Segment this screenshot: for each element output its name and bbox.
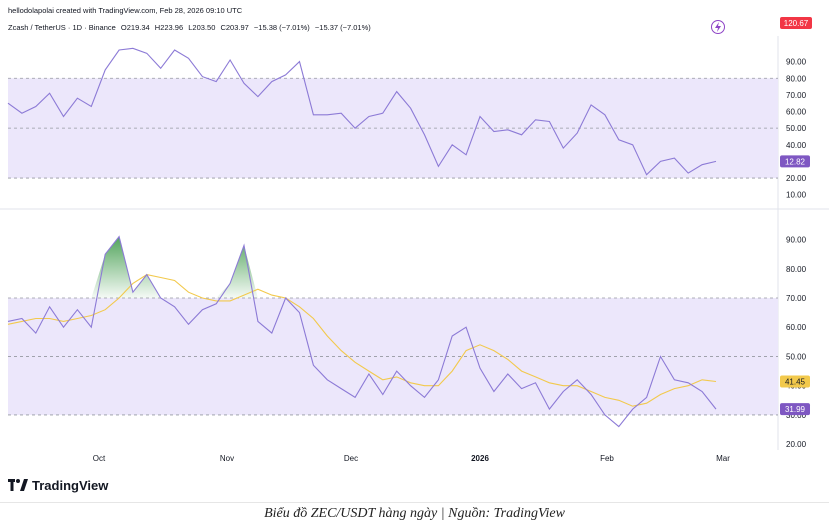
rsi-line-upper: [7, 47, 717, 176]
y-tick-label-1: 60.00: [786, 323, 807, 332]
created-by-text: hellodolapolai created with TradingView.…: [8, 6, 243, 15]
y-tick-label-1: 80.00: [786, 265, 807, 274]
y-tick-label-0: 60.00: [786, 108, 807, 117]
low-value: L203.50: [188, 23, 216, 32]
tradingview-logo-text: TradingView: [32, 477, 109, 493]
close-value: C203.97: [220, 23, 249, 32]
x-tick-label: Dec: [344, 454, 358, 463]
last-value-tag-lower: [780, 403, 810, 416]
y-tick-label-0: 20.00: [786, 174, 807, 183]
last-value-label-ma: 41.45: [785, 377, 806, 386]
last-value-tag-upper: [780, 155, 810, 168]
x-tick-label: Feb: [600, 454, 614, 463]
tradingview-logo[interactable]: TradingView: [8, 477, 108, 493]
y-tick-label-0: 90.00: [786, 58, 807, 67]
y-tick-label-1: 70.00: [786, 294, 807, 303]
x-tick-label: 2026: [471, 454, 489, 463]
price-tag: [780, 17, 812, 29]
symbol-name[interactable]: Zcash / TetherUS · 1D · Binance: [8, 23, 116, 32]
last-value-label-upper: 12.82: [785, 157, 806, 166]
y-tick-label-0: 10.00: [786, 191, 807, 200]
high-value: H223.96: [154, 23, 184, 32]
open-value: O219.34: [120, 23, 150, 32]
price-tag-label: 120.67: [784, 19, 809, 28]
y-tick-label-0: 50.00: [786, 124, 807, 133]
y-tick-label-0: 40.00: [786, 141, 807, 150]
x-tick-label: Mar: [716, 454, 730, 463]
last-value-label-lower: 31.99: [785, 405, 806, 414]
symbol-legend: Zcash / TetherUS · 1D · Binance O219.34 …: [8, 23, 374, 32]
y-tick-label-1: 50.00: [786, 352, 807, 361]
rsi-ma-line: [7, 274, 717, 407]
rsi-line-lower: [7, 235, 717, 428]
tradingview-logo-icon: [8, 479, 28, 491]
y-tick-label-0: 70.00: [786, 91, 807, 100]
x-tick-label: Nov: [220, 454, 234, 463]
lightning-icon[interactable]: [711, 20, 725, 34]
x-tick-label: Oct: [93, 454, 106, 463]
chart-svg: 10.00 20.00 30.00 40.00 50.00 60.00 70.00 80.00…: [0, 17, 829, 463]
change-value-2: −15.37 (−7.01%): [314, 23, 371, 32]
figure-caption: Biểu đồ ZEC/USDT hàng ngày | Nguồn: Trad…: [264, 506, 565, 521]
change-value: −15.38 (−7.01%): [253, 23, 310, 32]
y-tick-label-0: 80.00: [786, 74, 807, 83]
y-tick-label-1: 20.00: [786, 440, 807, 449]
overbought-fill: [91, 236, 258, 298]
y-tick-label-1: 30.00: [786, 411, 807, 420]
last-value-tag-ma: [780, 375, 810, 388]
chart-frame: hellodolapolai created with TradingView.…: [0, 6, 829, 503]
y-tick-label-1: 90.00: [786, 236, 807, 245]
